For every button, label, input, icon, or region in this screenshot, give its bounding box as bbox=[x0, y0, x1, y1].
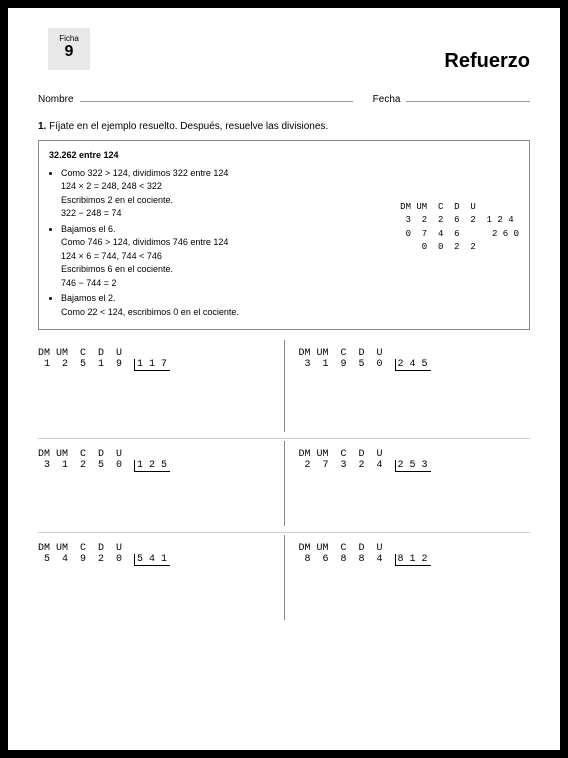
worksheet-title: Refuerzo bbox=[444, 50, 530, 73]
problem-row-3: DM UM C D U 5 4 9 2 0 5 4 1 DM UM C D U … bbox=[38, 532, 530, 626]
divider bbox=[284, 535, 285, 620]
step-1: Como 322 > 124, dividimos 322 entre 124 … bbox=[61, 167, 392, 221]
problem-6: DM UM C D U 8 6 8 8 4 8 1 2 bbox=[299, 543, 531, 626]
step-3: Bajamos el 2. Como 22 < 124, escribimos … bbox=[61, 292, 392, 319]
ficha-label: Ficha bbox=[48, 34, 90, 43]
name-line[interactable] bbox=[80, 90, 353, 102]
problem-3: DM UM C D U 3 1 2 5 0 1 2 5 bbox=[38, 449, 270, 532]
step-2: Bajamos el 6. Como 746 > 124, dividimos … bbox=[61, 223, 392, 291]
problems-grid: DM UM C D U 1 2 5 1 9 1 1 7 DM UM C D U … bbox=[38, 344, 530, 626]
instruction-num: 1. bbox=[38, 121, 46, 132]
date-line[interactable] bbox=[406, 90, 530, 102]
worksheet-header: Ficha 9 Refuerzo bbox=[38, 28, 530, 88]
name-field: Nombre bbox=[38, 90, 353, 105]
example-box: 32.262 entre 124 Como 322 > 124, dividim… bbox=[38, 140, 530, 330]
divider bbox=[284, 441, 285, 526]
name-date-row: Nombre Fecha bbox=[38, 90, 530, 105]
example-title: 32.262 entre 124 bbox=[49, 149, 519, 163]
date-label: Fecha bbox=[373, 94, 401, 105]
divisor-5: 5 4 1 bbox=[134, 554, 170, 566]
example-divisor: 1 2 4 bbox=[487, 215, 514, 225]
divider bbox=[284, 340, 285, 432]
divisor-6: 8 1 2 bbox=[395, 554, 431, 566]
divisor-4: 2 5 3 bbox=[395, 460, 431, 472]
date-field: Fecha bbox=[373, 90, 530, 105]
ficha-badge: Ficha 9 bbox=[48, 28, 90, 70]
divisor-2: 2 4 5 bbox=[395, 359, 431, 371]
example-steps: Como 322 > 124, dividimos 322 entre 124 … bbox=[49, 167, 392, 322]
problem-4: DM UM C D U 2 7 3 2 4 2 5 3 bbox=[299, 449, 531, 532]
ficha-number: 9 bbox=[48, 43, 90, 61]
instruction: 1. Fíjate en el ejemplo resuelto. Despué… bbox=[38, 121, 530, 132]
problem-row-1: DM UM C D U 1 2 5 1 9 1 1 7 DM UM C D U … bbox=[38, 344, 530, 438]
problem-5: DM UM C D U 5 4 9 2 0 5 4 1 bbox=[38, 543, 270, 626]
problem-1: DM UM C D U 1 2 5 1 9 1 1 7 bbox=[38, 348, 270, 438]
example-division: DM UM C D U 3 2 2 6 2 1 2 4 0 7 4 6 2 6 … bbox=[400, 201, 519, 322]
problem-2: DM UM C D U 3 1 9 5 0 2 4 5 bbox=[299, 348, 531, 438]
problem-row-2: DM UM C D U 3 1 2 5 0 1 2 5 DM UM C D U … bbox=[38, 438, 530, 532]
divisor-1: 1 1 7 bbox=[134, 359, 170, 371]
instruction-text: Fíjate en el ejemplo resuelto. Después, … bbox=[49, 121, 328, 132]
divisor-3: 1 2 5 bbox=[134, 460, 170, 472]
name-label: Nombre bbox=[38, 94, 74, 105]
